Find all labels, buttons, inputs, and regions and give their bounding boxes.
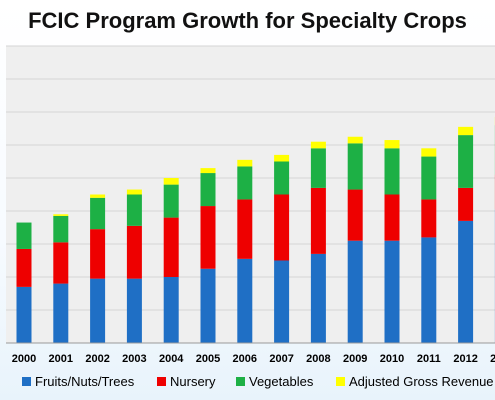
bar-segment — [16, 248, 32, 287]
bar-segment — [421, 237, 437, 343]
x-tick-label: 2007 — [269, 353, 293, 365]
bar-segment — [53, 214, 69, 216]
bar-segment — [200, 206, 216, 269]
x-tick-label: 2005 — [196, 353, 220, 365]
legend-label: Fruits/Nuts/Trees — [35, 374, 135, 389]
legend-swatch — [22, 377, 31, 386]
bar-segment — [237, 199, 253, 259]
bar-segment — [421, 199, 437, 238]
legend-label: Adjusted Gross Revenue — [349, 374, 494, 389]
bar-segment — [274, 154, 290, 162]
bar-segment — [347, 136, 363, 144]
bar-segment — [458, 187, 474, 221]
x-tick-label: 2012 — [453, 353, 477, 365]
bar-segment — [458, 135, 474, 188]
bar-segment — [384, 240, 400, 343]
bar-segment — [53, 215, 69, 243]
bar-segment — [90, 278, 106, 343]
bar-segment — [310, 148, 326, 188]
bar-segment — [163, 277, 179, 343]
bar-segment — [274, 161, 290, 195]
bar-segment — [347, 143, 363, 190]
bar-segment — [16, 286, 32, 343]
legend-item: Nursery — [157, 374, 216, 389]
bar-segment — [384, 148, 400, 195]
bar-segment — [237, 159, 253, 167]
bar-segment — [16, 222, 32, 249]
bar-segment — [200, 173, 216, 207]
bar-segment — [347, 240, 363, 343]
bar-segment — [163, 178, 179, 185]
x-tick-label: 2000 — [12, 353, 36, 365]
bar-segment — [200, 268, 216, 343]
bar-segment — [274, 194, 290, 261]
bar-segment — [310, 141, 326, 149]
legend-item: Vegetables — [236, 374, 313, 389]
bar-segment — [126, 278, 142, 343]
bar-segment — [310, 187, 326, 254]
bar-segment — [274, 260, 290, 343]
bar-segment — [126, 225, 142, 279]
bar-segment — [347, 189, 363, 241]
bar-segment — [421, 156, 437, 200]
bar-segment — [237, 258, 253, 343]
x-tick-label: 2009 — [343, 353, 367, 365]
x-tick-label: 2008 — [306, 353, 330, 365]
legend-swatch — [336, 377, 345, 386]
bar-segment — [90, 197, 106, 230]
bar-segment — [53, 283, 69, 343]
bar-segment — [384, 140, 400, 149]
legend-swatch — [236, 377, 245, 386]
x-tick-label: 2003 — [122, 353, 146, 365]
bar-segment — [237, 166, 253, 200]
legend: Fruits/Nuts/Trees Nursery Vegetables Adjust… — [0, 374, 495, 394]
x-tick-label: 2001 — [49, 353, 73, 365]
x-tick-label: 2004 — [159, 353, 184, 365]
bar-segment — [90, 229, 106, 279]
legend-item: Fruits/Nuts/Trees — [22, 374, 134, 389]
chart-title: FCIC Program Growth for Specialty Crops — [28, 8, 467, 33]
bar-segment — [458, 126, 474, 136]
legend-label: Vegetables — [249, 374, 314, 389]
x-tick-label: 2010 — [380, 353, 404, 365]
x-tick-label: 2006 — [233, 353, 257, 365]
x-tick-label: 2011 — [417, 353, 441, 365]
bar-segment — [90, 194, 106, 198]
x-tick-label: 2013 — [490, 353, 495, 365]
bar-segment — [458, 220, 474, 343]
bar-segment — [163, 217, 179, 277]
x-tick-label: 2002 — [85, 353, 109, 365]
bar-segment — [126, 194, 142, 226]
bar-segment — [384, 194, 400, 241]
bar-segment — [53, 242, 69, 284]
bar-segment — [163, 184, 179, 218]
legend-label: Nursery — [170, 374, 216, 389]
bar-segment — [421, 148, 437, 157]
legend-item: Adjusted Gross Revenue — [336, 374, 494, 389]
x-tick-labels: 2000 2001 2002 2003 2004 2005 2006 2007 2008 2009… — [12, 353, 495, 365]
bar-segment — [200, 168, 216, 174]
bars — [16, 116, 495, 343]
bar-segment — [310, 253, 326, 343]
legend-swatch — [157, 377, 166, 386]
bar-segment — [126, 189, 142, 195]
